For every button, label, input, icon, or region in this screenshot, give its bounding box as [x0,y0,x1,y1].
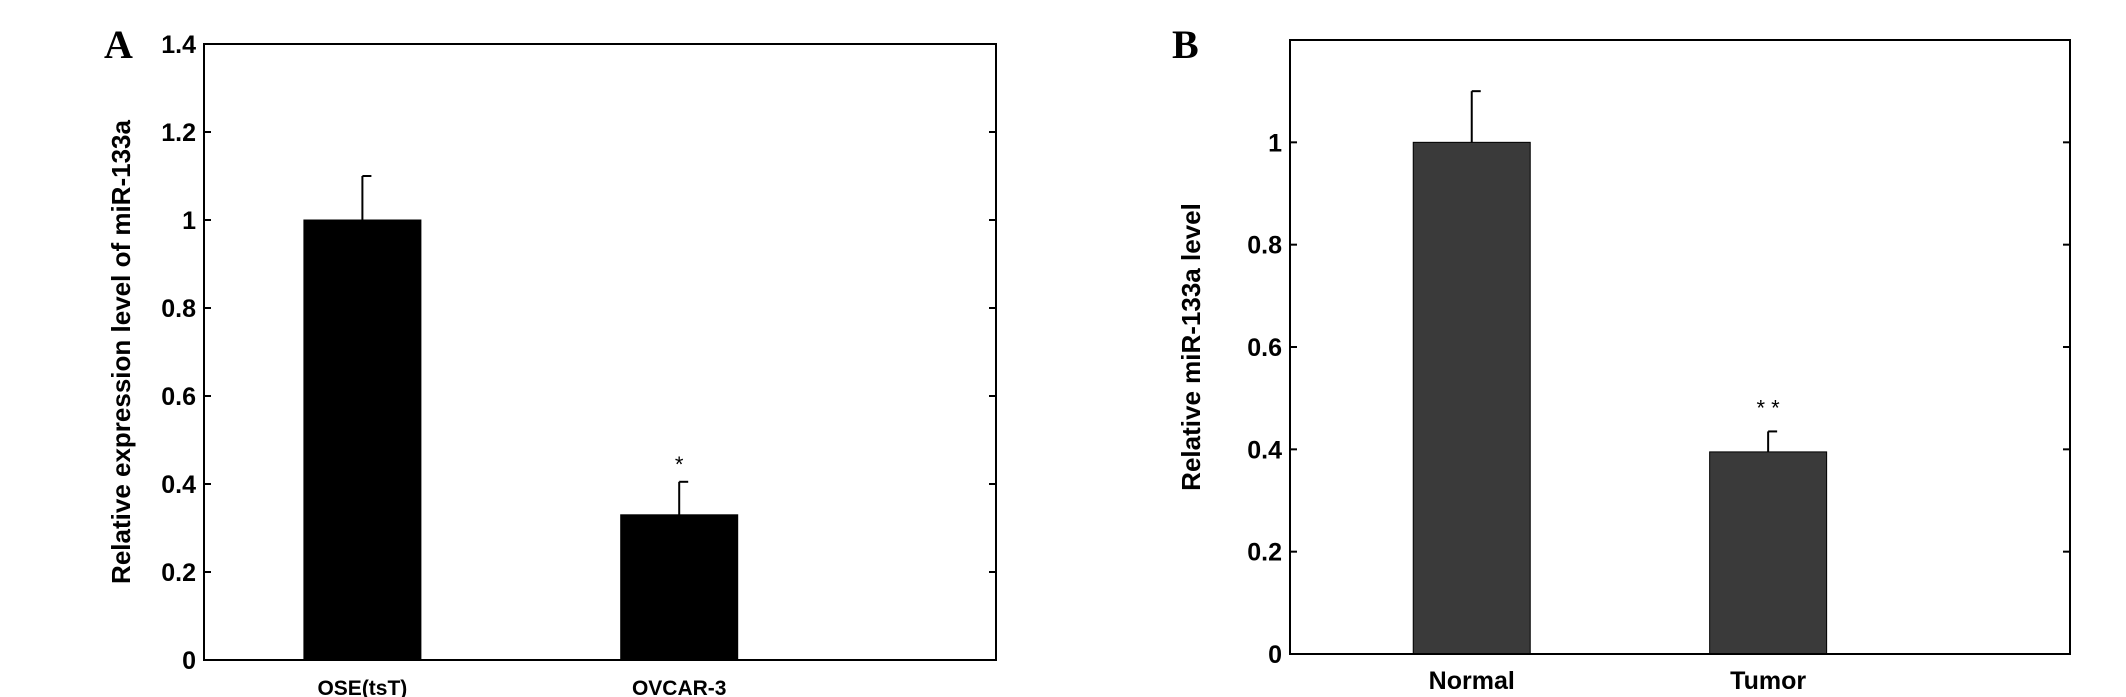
y-tick-label: 1.2 [161,119,196,147]
panel-a: A OSE(tsT) * OVCAR-3 0 0.2 0.4 0.6 0.8 1 1.2 1.4 Rel… [104,22,997,697]
y-tick-label: 0.2 [161,559,196,587]
panel-letter: A [104,22,133,67]
bar [303,219,422,661]
x-tick-label: Tumor [1730,667,1806,695]
y-tick-label: 0 [1268,641,1282,669]
y-tick-label: 0.8 [1247,232,1282,260]
panel-letter: B [1172,22,1199,67]
panel-b: B Normal * * Tumor 0 0.2 0.4 0.6 0.8 1 Relative mi… [1172,22,2071,695]
x-tick-label: OSE(tsT) [317,677,407,697]
significance-marker: * [675,452,684,477]
y-tick-label: 1.4 [161,31,196,59]
y-tick-label: 0.2 [1247,539,1282,567]
y-tick-label: 0.4 [161,471,196,499]
y-tick-label: 1 [1268,129,1282,157]
y-tick-label: 0.4 [1247,436,1282,464]
plot-frame [203,43,997,661]
x-tick-label: OVCAR-3 [632,677,727,697]
bar [1412,141,1531,655]
y-axis-title: Relative expression level of miR-133a [106,120,136,584]
y-tick-label: 0 [182,647,196,675]
y-axis-title: Relative miR-133a level [1176,203,1206,491]
x-tick-label: Normal [1429,667,1515,695]
y-tick-label: 0.6 [1247,334,1282,362]
y-tick-label: 0.6 [161,383,196,411]
plot-frame [1289,39,2071,655]
significance-marker: * * [1757,395,1781,420]
bar [1709,451,1828,655]
bar [620,514,739,661]
y-tick-label: 1 [182,207,196,235]
y-tick-label: 0.8 [161,295,196,323]
